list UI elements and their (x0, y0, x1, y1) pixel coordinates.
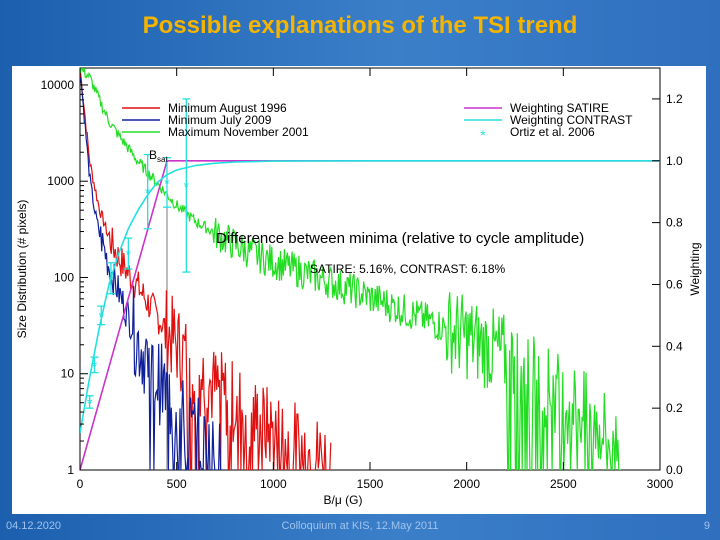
x-tick-label: 1000 (260, 477, 287, 491)
y-tick-label-left: 10 (61, 367, 75, 381)
page-number: 9 (703, 520, 710, 532)
legend-marker: * (480, 127, 486, 143)
footer-date: 04.12.2020 (6, 520, 62, 532)
x-axis-label: B/μ (G) (324, 493, 363, 507)
legend-label: Ortiz et al. 2006 (510, 125, 595, 139)
ortiz-marker: * (99, 308, 105, 324)
ortiz-marker: * (145, 185, 151, 201)
series-line-contrast (80, 160, 660, 434)
y-tick-label-left: 1000 (47, 174, 74, 188)
legend-item-min2009: Minimum July 2009 (122, 113, 272, 127)
ortiz-marker: * (164, 175, 170, 191)
x-tick-label: 1500 (357, 477, 384, 491)
legend-item-ortiz: * Ortiz et al. 2006 (480, 125, 595, 143)
bsat-label: Bsat (149, 148, 168, 164)
ortiz-point: * (106, 262, 115, 295)
footer-event: Colloquium at KIS, 12.May 2011 (281, 520, 439, 532)
legend-item-contrast: Weighting CONTRAST (464, 113, 633, 127)
ortiz-point: * (143, 153, 152, 230)
y-tick-label-right: 0.4 (666, 339, 683, 353)
series-line-min2009 (80, 77, 225, 470)
y-tick-label-right: 0.0 (666, 463, 683, 477)
legend-label: Minimum August 1996 (168, 101, 287, 115)
ortiz-point: * (90, 356, 99, 374)
x-tick-label: 500 (167, 477, 187, 491)
y-tick-label-right: 1.2 (666, 92, 683, 106)
y-tick-label-right: 0.2 (666, 401, 683, 415)
chart-figure: * * * * * * * * 0 500 1000 1500 2000 2500 3000 1 10 100 1… (12, 66, 706, 514)
slide-title: Possible explanations of the TSI trend (142, 12, 578, 39)
x-tick-label: 3000 (647, 477, 674, 491)
size-distribution-chart: * * * * * * * * 0 500 1000 1500 2000 2500 3000 1 10 100 1… (15, 67, 702, 507)
legend-item-max2001: Maximum November 2001 (122, 125, 309, 139)
ortiz-point: * (97, 305, 106, 326)
y-tick-label-left: 1 (67, 463, 74, 477)
y-tick-label-right: 0.6 (666, 277, 683, 291)
y-tick-label-left: 100 (54, 270, 74, 284)
ortiz-point: * (182, 98, 191, 273)
legend-label: Maximum November 2001 (168, 125, 309, 139)
ortiz-marker: * (184, 179, 190, 195)
ortiz-point: * (124, 237, 133, 270)
legend-label: Weighting SATIRE (510, 101, 609, 115)
ortiz-point: * (85, 395, 94, 411)
ortiz-marker: * (108, 271, 114, 287)
ortiz-marker: * (126, 247, 132, 263)
y-tick-label-right: 1.0 (666, 154, 683, 168)
annotation-main: Difference between minima (relative to c… (216, 230, 584, 247)
y-axis-label-left: Size Distribution (# pixels) (15, 200, 29, 339)
y-tick-label-right: 0.8 (666, 216, 683, 230)
ortiz-marker: * (87, 395, 93, 411)
series-line-max2001 (80, 68, 621, 470)
legend-item-satire: Weighting SATIRE (464, 101, 609, 115)
data-layer: * * * * * * * * (80, 68, 660, 470)
axis-layer: 0 500 1000 1500 2000 2500 3000 1 10 100 1000 10000 0… (41, 68, 683, 491)
x-tick-label: 0 (77, 477, 84, 491)
ortiz-point: * (163, 157, 171, 208)
legend-label: Minimum July 2009 (168, 113, 272, 127)
y-tick-label-left: 10000 (41, 78, 75, 92)
x-tick-label: 2500 (550, 477, 577, 491)
annotation-values: SATIRE: 5.16%, CONTRAST: 6.18% (310, 262, 506, 276)
legend-item-min1996: Minimum August 1996 (122, 101, 287, 115)
legend-label: Weighting CONTRAST (510, 113, 633, 127)
ortiz-marker: * (92, 358, 98, 374)
y-axis-label-right: Weighting (688, 242, 702, 295)
x-tick-label: 2000 (453, 477, 480, 491)
